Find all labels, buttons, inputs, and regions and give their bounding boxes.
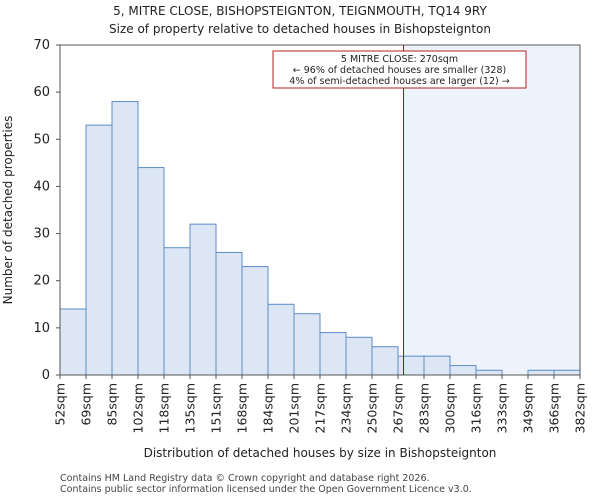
- x-tick-label: 168sqm: [235, 383, 250, 433]
- x-tick-label: 349sqm: [521, 383, 536, 433]
- bar: [163, 247, 191, 376]
- x-tick-label: 366sqm: [547, 383, 562, 433]
- x-tick-label: 250sqm: [365, 383, 380, 433]
- bar: [111, 101, 139, 376]
- x-axis-label: Distribution of detached houses by size …: [144, 446, 497, 460]
- bar: [59, 308, 87, 376]
- y-tick-label: 40: [33, 179, 50, 194]
- annotation-line: 4% of semi-detached houses are larger (1…: [289, 76, 509, 87]
- x-tick-label: 85sqm: [105, 383, 120, 426]
- annotation-line: ← 96% of detached houses are smaller (32…: [293, 65, 506, 76]
- y-axis-label: Number of detached properties: [1, 116, 15, 305]
- y-tick-label: 20: [33, 274, 50, 289]
- x-tick-label: 118sqm: [157, 383, 172, 433]
- bar: [319, 332, 347, 376]
- footer-line-2: Contains public sector information licen…: [60, 484, 472, 495]
- bar: [423, 355, 451, 376]
- footer-attribution: Contains HM Land Registry data © Crown c…: [60, 473, 472, 495]
- x-tick-label: 283sqm: [417, 383, 432, 433]
- y-tick-label: 0: [42, 368, 50, 383]
- y-tick-label: 70: [33, 38, 50, 53]
- plot-area: 0 10 20 30 40 50 60 70 52sqm 69sqm 85sqm 102sqm 118s…: [33, 38, 587, 433]
- y-tick-label: 60: [33, 85, 50, 100]
- x-tick-label: 69sqm: [79, 383, 94, 426]
- bar: [241, 266, 269, 376]
- bar: [449, 365, 477, 376]
- bar: [267, 303, 295, 376]
- bar: [345, 336, 373, 376]
- bar: [475, 369, 503, 376]
- bar: [553, 369, 581, 376]
- x-tick-label: 52sqm: [53, 383, 68, 426]
- x-tick-label: 316sqm: [469, 383, 484, 433]
- highlight-region: [403, 45, 580, 375]
- bar: [371, 346, 399, 376]
- y-tick-label: 10: [33, 321, 50, 336]
- bar: [137, 167, 165, 376]
- x-tick-label: 267sqm: [391, 383, 406, 433]
- x-tick-label: 300sqm: [443, 383, 458, 433]
- y-tick-label: 30: [33, 227, 50, 242]
- bar: [85, 124, 113, 376]
- x-tick-label: 333sqm: [495, 383, 510, 433]
- bar: [293, 313, 321, 376]
- chart-title: 5, MITRE CLOSE, BISHOPSTEIGNTON, TEIGNMO…: [113, 4, 487, 18]
- x-tick-label: 151sqm: [209, 383, 224, 433]
- bar: [527, 369, 555, 376]
- annotation-box: [272, 50, 527, 89]
- x-tick-label: 184sqm: [261, 383, 276, 433]
- x-tick-label: 102sqm: [131, 383, 146, 433]
- x-tick-label: 135sqm: [183, 383, 198, 433]
- x-tick-label: 217sqm: [313, 383, 328, 433]
- x-tick-label: 382sqm: [573, 383, 588, 433]
- y-tick-label: 50: [33, 132, 50, 147]
- x-tick-label: 201sqm: [287, 383, 302, 433]
- x-tick-label: 234sqm: [339, 383, 354, 433]
- bar: [397, 355, 425, 376]
- bar: [215, 251, 243, 376]
- chart-subtitle: Size of property relative to detached ho…: [109, 22, 491, 36]
- bar: [189, 223, 217, 376]
- annotation-line: 5 MITRE CLOSE: 270sqm: [341, 54, 458, 65]
- footer-line-1: Contains HM Land Registry data © Crown c…: [60, 473, 430, 484]
